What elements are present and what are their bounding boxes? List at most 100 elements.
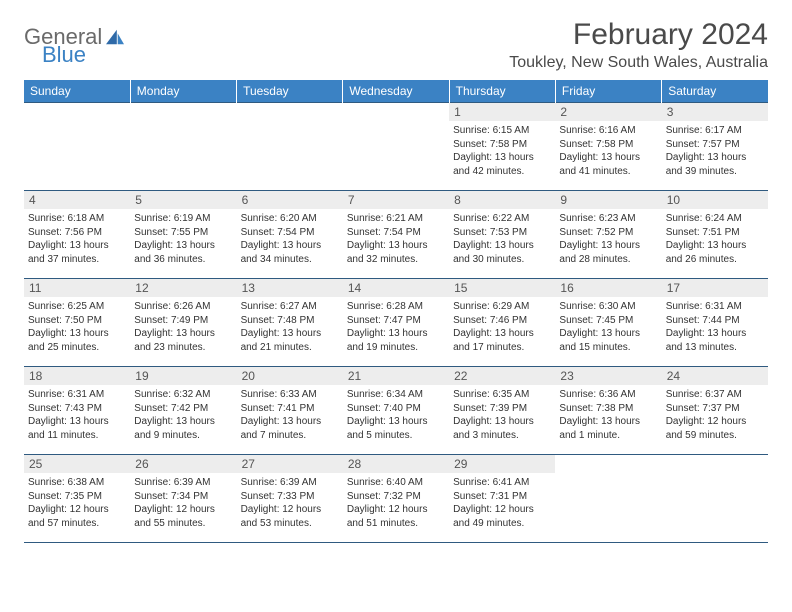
day2-text: and 51 minutes. [347,517,445,531]
day-number: 16 [555,279,661,297]
calendar-cell: 8Sunrise: 6:22 AMSunset: 7:53 PMDaylight… [449,191,555,279]
calendar-cell: 21Sunrise: 6:34 AMSunset: 7:40 PMDayligh… [343,367,449,455]
cell-body: Sunrise: 6:28 AMSunset: 7:47 PMDaylight:… [343,297,449,356]
calendar-cell: 15Sunrise: 6:29 AMSunset: 7:46 PMDayligh… [449,279,555,367]
calendar-cell: 12Sunrise: 6:26 AMSunset: 7:49 PMDayligh… [130,279,236,367]
sunset-text: Sunset: 7:47 PM [347,314,445,328]
sunset-text: Sunset: 7:31 PM [453,490,551,504]
day2-text: and 49 minutes. [453,517,551,531]
calendar-cell: 5Sunrise: 6:19 AMSunset: 7:55 PMDaylight… [130,191,236,279]
day2-text: and 37 minutes. [28,253,126,267]
cell-body: Sunrise: 6:30 AMSunset: 7:45 PMDaylight:… [555,297,661,356]
day-number: 14 [343,279,449,297]
day1-text: Daylight: 13 hours [453,239,551,253]
day1-text: Daylight: 12 hours [134,503,232,517]
cell-body: Sunrise: 6:17 AMSunset: 7:57 PMDaylight:… [662,121,768,180]
calendar-cell: 19Sunrise: 6:32 AMSunset: 7:42 PMDayligh… [130,367,236,455]
day1-text: Daylight: 13 hours [559,239,657,253]
day1-text: Daylight: 13 hours [559,151,657,165]
day2-text: and 55 minutes. [134,517,232,531]
cell-body: Sunrise: 6:27 AMSunset: 7:48 PMDaylight:… [237,297,343,356]
sunset-text: Sunset: 7:41 PM [241,402,339,416]
day-number: 22 [449,367,555,385]
calendar-cell: 26Sunrise: 6:39 AMSunset: 7:34 PMDayligh… [130,455,236,543]
day-number: 10 [662,191,768,209]
sunset-text: Sunset: 7:37 PM [666,402,764,416]
calendar-cell: 14Sunrise: 6:28 AMSunset: 7:47 PMDayligh… [343,279,449,367]
day1-text: Daylight: 12 hours [241,503,339,517]
sunrise-text: Sunrise: 6:20 AM [241,212,339,226]
sunset-text: Sunset: 7:34 PM [134,490,232,504]
cell-body: Sunrise: 6:39 AMSunset: 7:34 PMDaylight:… [130,473,236,532]
cell-body: Sunrise: 6:16 AMSunset: 7:58 PMDaylight:… [555,121,661,180]
cell-body: Sunrise: 6:32 AMSunset: 7:42 PMDaylight:… [130,385,236,444]
cell-body: Sunrise: 6:41 AMSunset: 7:31 PMDaylight:… [449,473,555,532]
calendar-cell: 23Sunrise: 6:36 AMSunset: 7:38 PMDayligh… [555,367,661,455]
day1-text: Daylight: 13 hours [453,327,551,341]
sunrise-text: Sunrise: 6:39 AM [241,476,339,490]
day-number: 17 [662,279,768,297]
day1-text: Daylight: 13 hours [134,239,232,253]
brand-logo: General Blue [24,18,126,66]
sunrise-text: Sunrise: 6:22 AM [453,212,551,226]
day1-text: Daylight: 13 hours [241,327,339,341]
sunrise-text: Sunrise: 6:37 AM [666,388,764,402]
calendar-cell: 24Sunrise: 6:37 AMSunset: 7:37 PMDayligh… [662,367,768,455]
calendar-row: 11Sunrise: 6:25 AMSunset: 7:50 PMDayligh… [24,279,768,367]
sunset-text: Sunset: 7:53 PM [453,226,551,240]
sunrise-text: Sunrise: 6:27 AM [241,300,339,314]
page-header: General Blue February 2024 Toukley, New … [24,18,768,72]
day2-text: and 7 minutes. [241,429,339,443]
sunset-text: Sunset: 7:58 PM [453,138,551,152]
sunset-text: Sunset: 7:43 PM [28,402,126,416]
sunrise-text: Sunrise: 6:21 AM [347,212,445,226]
cell-body: Sunrise: 6:25 AMSunset: 7:50 PMDaylight:… [24,297,130,356]
sunrise-text: Sunrise: 6:24 AM [666,212,764,226]
day-number: 9 [555,191,661,209]
sunrise-text: Sunrise: 6:28 AM [347,300,445,314]
day2-text: and 21 minutes. [241,341,339,355]
day2-text: and 59 minutes. [666,429,764,443]
sunset-text: Sunset: 7:49 PM [134,314,232,328]
sunrise-text: Sunrise: 6:34 AM [347,388,445,402]
calendar-cell [237,103,343,191]
sunrise-text: Sunrise: 6:30 AM [559,300,657,314]
calendar-cell: 29Sunrise: 6:41 AMSunset: 7:31 PMDayligh… [449,455,555,543]
cell-body: Sunrise: 6:15 AMSunset: 7:58 PMDaylight:… [449,121,555,180]
cell-body: Sunrise: 6:40 AMSunset: 7:32 PMDaylight:… [343,473,449,532]
sunset-text: Sunset: 7:57 PM [666,138,764,152]
calendar-head: Sunday Monday Tuesday Wednesday Thursday… [24,80,768,103]
sunset-text: Sunset: 7:40 PM [347,402,445,416]
day-number: 28 [343,455,449,473]
sunset-text: Sunset: 7:51 PM [666,226,764,240]
sunrise-text: Sunrise: 6:26 AM [134,300,232,314]
sunset-text: Sunset: 7:44 PM [666,314,764,328]
day2-text: and 36 minutes. [134,253,232,267]
cell-body: Sunrise: 6:36 AMSunset: 7:38 PMDaylight:… [555,385,661,444]
sunset-text: Sunset: 7:48 PM [241,314,339,328]
calendar-cell [24,103,130,191]
title-block: February 2024 Toukley, New South Wales, … [509,18,768,72]
day2-text: and 17 minutes. [453,341,551,355]
day1-text: Daylight: 13 hours [666,239,764,253]
dayheader-sat: Saturday [662,80,768,103]
day2-text: and 39 minutes. [666,165,764,179]
calendar-cell: 13Sunrise: 6:27 AMSunset: 7:48 PMDayligh… [237,279,343,367]
day-number: 29 [449,455,555,473]
day2-text: and 28 minutes. [559,253,657,267]
cell-body: Sunrise: 6:35 AMSunset: 7:39 PMDaylight:… [449,385,555,444]
day1-text: Daylight: 13 hours [347,415,445,429]
cell-body: Sunrise: 6:19 AMSunset: 7:55 PMDaylight:… [130,209,236,268]
calendar-cell: 1Sunrise: 6:15 AMSunset: 7:58 PMDaylight… [449,103,555,191]
sunrise-text: Sunrise: 6:23 AM [559,212,657,226]
calendar-body: 1Sunrise: 6:15 AMSunset: 7:58 PMDaylight… [24,103,768,543]
calendar-cell: 6Sunrise: 6:20 AMSunset: 7:54 PMDaylight… [237,191,343,279]
sunrise-text: Sunrise: 6:19 AM [134,212,232,226]
day2-text: and 26 minutes. [666,253,764,267]
sunset-text: Sunset: 7:42 PM [134,402,232,416]
calendar-cell [555,455,661,543]
calendar-cell [130,103,236,191]
sunrise-text: Sunrise: 6:32 AM [134,388,232,402]
day1-text: Daylight: 12 hours [347,503,445,517]
day1-text: Daylight: 13 hours [28,415,126,429]
